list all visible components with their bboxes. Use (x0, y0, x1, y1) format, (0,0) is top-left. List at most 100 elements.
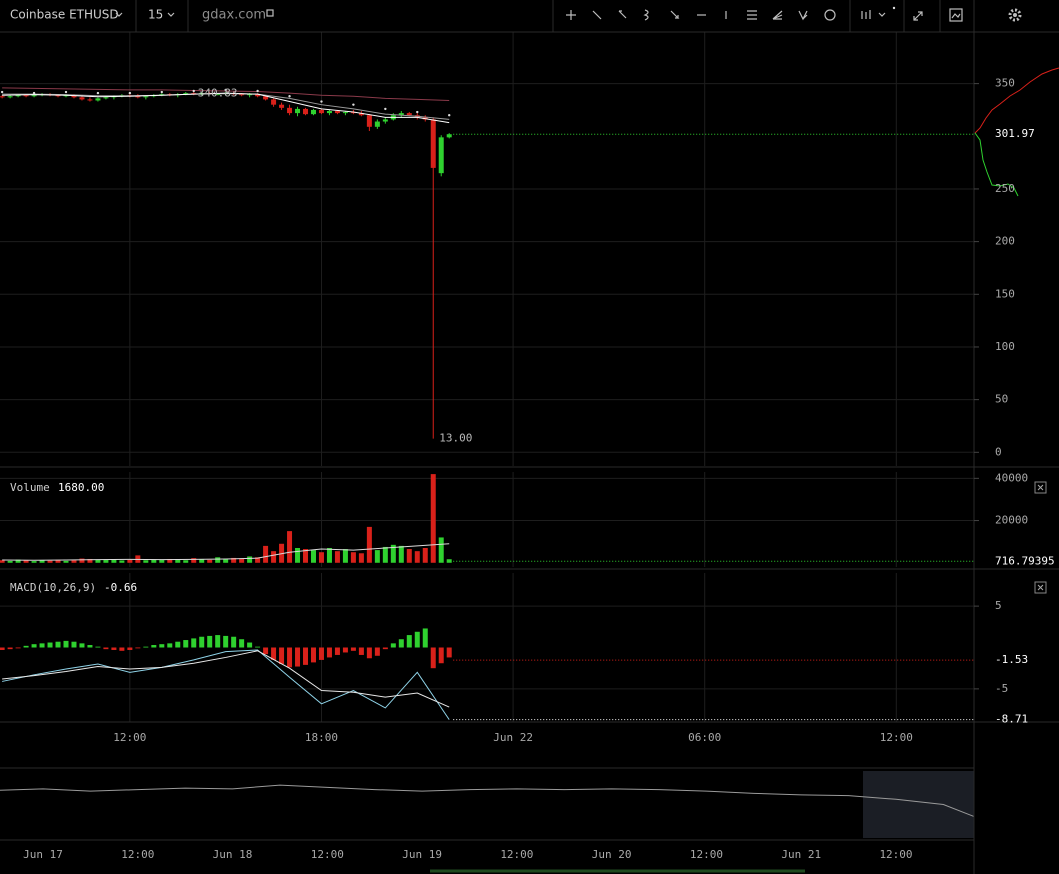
x-tick-label: 12:00 (311, 848, 344, 861)
macd-histogram-bar (398, 639, 404, 648)
macd-histogram-bar (0, 647, 5, 650)
candle-body (318, 109, 324, 114)
volume-bar (71, 560, 77, 563)
arrow-tool[interactable] (618, 10, 627, 19)
price-annotation: 340.83 (198, 86, 238, 99)
macd-histogram-bar (318, 647, 324, 660)
volume-bar (159, 560, 165, 563)
macd-histogram-bar (119, 647, 125, 651)
volume-bar (342, 549, 348, 563)
macd-histogram-bar (199, 636, 205, 648)
depth-bids (974, 132, 1019, 197)
candle-body (215, 94, 221, 96)
navigator-selection[interactable] (863, 771, 974, 838)
dropdown-icon[interactable] (167, 12, 175, 17)
indicator-dot (0, 90, 4, 94)
macd-histogram-bar (31, 644, 37, 648)
dropdown-icon[interactable] (115, 12, 123, 17)
candle-body (239, 94, 245, 96)
macd-histogram-bar (183, 640, 189, 648)
fullscreen-button[interactable] (913, 11, 923, 21)
indicators-menu[interactable] (861, 10, 886, 19)
price-annotation: 13.00 (439, 432, 472, 445)
source-link[interactable]: gdax.com (202, 8, 266, 23)
external-link-icon[interactable] (266, 9, 274, 17)
macd-histogram-bar (23, 645, 29, 648)
navigator-pane (0, 784, 974, 818)
volume-bar (374, 550, 380, 563)
volume-bar (422, 548, 428, 563)
x-tick-label: 12:00 (500, 848, 533, 861)
screenshot-button[interactable] (949, 8, 963, 22)
pitchfork-tool[interactable] (643, 9, 649, 21)
y-tick-label: 5 (995, 599, 1002, 612)
macd-histogram-bar (159, 644, 165, 648)
macd-histogram-bar (438, 647, 444, 664)
indicator-dot (384, 107, 387, 111)
close-icon (1037, 584, 1044, 591)
x-tick-label: 12:00 (879, 848, 912, 861)
volume-bar (326, 548, 332, 563)
macd-histogram-bar (175, 641, 181, 648)
volume-bar (127, 559, 133, 563)
interval[interactable]: 15 (148, 8, 163, 22)
volume-bar (310, 550, 316, 563)
circle-tool[interactable] (824, 9, 836, 21)
candle-body (63, 95, 69, 97)
x-tick-label: 18:00 (305, 731, 338, 744)
indicator-dot (320, 100, 323, 103)
indicator-line (2, 92, 450, 124)
close-icon (1037, 484, 1044, 491)
arrow-down-tool[interactable] (670, 10, 680, 19)
volume-bar (199, 559, 205, 563)
settings-button[interactable] (1008, 8, 1022, 22)
macd-histogram-bar (223, 635, 229, 648)
macd-histogram-bar (350, 647, 356, 651)
symbol[interactable]: Coinbase ETHUSD (10, 8, 119, 22)
pane-title: MACD(10,26,9) (10, 581, 96, 594)
trendline-tool[interactable] (592, 10, 602, 20)
y-tick-label: 350 (995, 77, 1015, 90)
indicator-dot (128, 91, 132, 95)
volume-bar (318, 552, 324, 563)
indicator-dot (416, 110, 419, 114)
candle-body (406, 113, 412, 116)
close-pane-button[interactable] (1034, 581, 1047, 594)
macd-histogram-bar (263, 647, 269, 655)
macd-histogram-bar (207, 635, 213, 648)
volume-bar (366, 526, 372, 563)
macd-histogram-bar (103, 647, 109, 650)
indicator-dot (256, 89, 259, 93)
volume-bar (215, 557, 221, 563)
candle-body (55, 95, 61, 97)
volume-bar (111, 559, 117, 563)
volume-bar (239, 558, 245, 563)
volume-bar (390, 544, 396, 563)
macd-histogram-bar (310, 647, 316, 663)
y-tick-label: 100 (995, 340, 1015, 353)
y-tick-label: 250 (995, 182, 1015, 195)
volume-bar (151, 559, 157, 563)
macd-histogram-bar (446, 647, 452, 658)
depth-asks (974, 67, 1059, 134)
x-tick-label: Jun 18 (213, 848, 253, 861)
macd-histogram-bar (55, 641, 61, 648)
close-pane-button[interactable] (1034, 481, 1047, 494)
volume-bar (191, 558, 197, 563)
candle-body (350, 112, 356, 114)
macd-histogram-bar (406, 635, 412, 648)
macd-histogram-bar (111, 647, 117, 650)
candle-body (382, 119, 388, 122)
volume-bar (287, 531, 293, 563)
indicator-dot (352, 103, 355, 106)
legend-value: 1680.00 (58, 481, 104, 494)
macd-histogram-bar (358, 647, 364, 655)
fan-tool[interactable] (772, 10, 783, 20)
volume-bar (334, 551, 340, 563)
gann-tool[interactable] (798, 10, 808, 21)
indicator-badge (892, 6, 896, 10)
macd-histogram-bar (71, 641, 77, 648)
fib-tool[interactable] (747, 10, 757, 20)
macd-histogram-bar (390, 643, 396, 648)
crosshair-tool[interactable] (566, 10, 576, 20)
